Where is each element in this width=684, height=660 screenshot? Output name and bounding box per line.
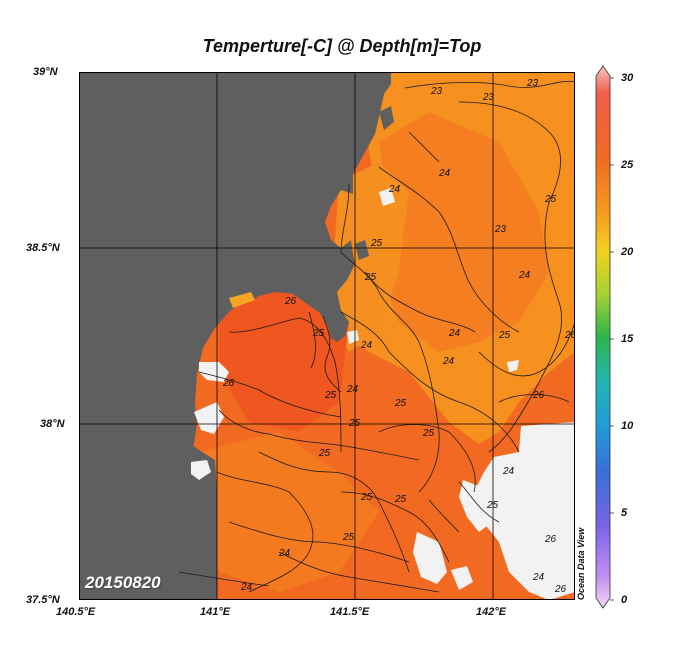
contour-label: 25 [394,494,407,505]
lat-tick-label: 39°N [33,66,58,78]
contour-label: 25 [324,390,337,401]
map-panel: 23 23 23 24 24 25 23 25 24 26 25 24 25 2… [79,72,575,600]
contour-label: 24 [518,270,531,281]
contour-label: 25 [422,428,435,439]
colorbar-tick-label: 0 [621,594,628,606]
contour-label: 25 [348,418,361,429]
contour-label: 23 [482,92,495,103]
lon-tick-label: 140.5°E [56,606,96,618]
no-data-gaps [191,188,575,600]
colorbar-tick-label: 25 [621,159,634,171]
lon-tick-label: 142°E [476,606,507,618]
coastal-island [355,240,369,260]
nearshore-cool-band [329,162,409,352]
contour-label: 26 [532,390,545,401]
contour-label: 25 [312,328,325,339]
contour-label: 24 [278,548,291,559]
contour-labels: 23 23 23 24 24 25 23 25 24 26 25 24 25 2… [222,78,575,595]
lon-tick-label: 141.5°E [330,606,370,618]
map-frame [79,72,575,600]
contour-label: 26 [554,584,567,595]
contour-label: 26 [284,296,297,307]
contour-label: 24 [360,340,373,351]
lat-tick-label: 38°N [40,418,65,430]
bay-inlet [229,292,255,308]
contour-label: 25 [342,532,355,543]
contour-label: 24 [388,184,401,195]
contour-label: 25 [318,448,331,459]
lat-tick-label: 37.5°N [26,594,60,606]
contour-label: 26 [564,330,575,341]
contour-label: 24 [346,384,359,395]
colorbar-tick-label: 15 [621,333,634,345]
isotherm-contours [178,80,575,593]
graticule [79,72,575,600]
contour-label: 24 [502,466,515,477]
warm-coastal-zone [219,282,349,432]
contour-label: 24 [532,572,545,583]
land-mass [79,72,391,600]
colorbar-tick-label: 20 [621,246,634,258]
colorbar-tick-label: 10 [621,420,634,432]
date-stamp: 20150820 [85,573,161,592]
coastal-island [379,106,394,130]
contour-label: 23 [494,224,507,235]
contour-label: 23 [430,86,443,97]
map-title: Temperture[-C] @ Depth[m]=Top [202,36,482,56]
mid-water-band-1 [379,112,549,352]
contour-label: 24 [442,356,455,367]
lat-tick-label: 38.5°N [26,242,60,254]
contour-label: 25 [360,492,373,503]
contour-label: 25 [394,398,407,409]
colorbar-scale [595,65,611,609]
contour-label: 25 [486,500,499,511]
contour-label: 25 [498,330,511,341]
contour-label: 24 [448,328,461,339]
colorbar [595,65,614,609]
contour-label: 26 [222,378,235,389]
colorbar-tick-label: 5 [621,507,628,519]
contour-label: 24 [240,582,253,593]
contour-label: 24 [438,168,451,179]
lon-tick-label: 141°E [200,606,231,618]
colorbar-tick-label: 30 [621,72,634,84]
contour-label: 25 [364,272,377,283]
watermark: Ocean Data View [576,527,586,600]
temperature-map: 23 23 23 24 24 25 23 25 24 26 25 24 25 2… [79,72,575,600]
contour-label: 25 [544,194,557,205]
contour-label: 26 [544,534,557,545]
contour-label: 25 [370,238,383,249]
contour-label: 23 [526,78,539,89]
